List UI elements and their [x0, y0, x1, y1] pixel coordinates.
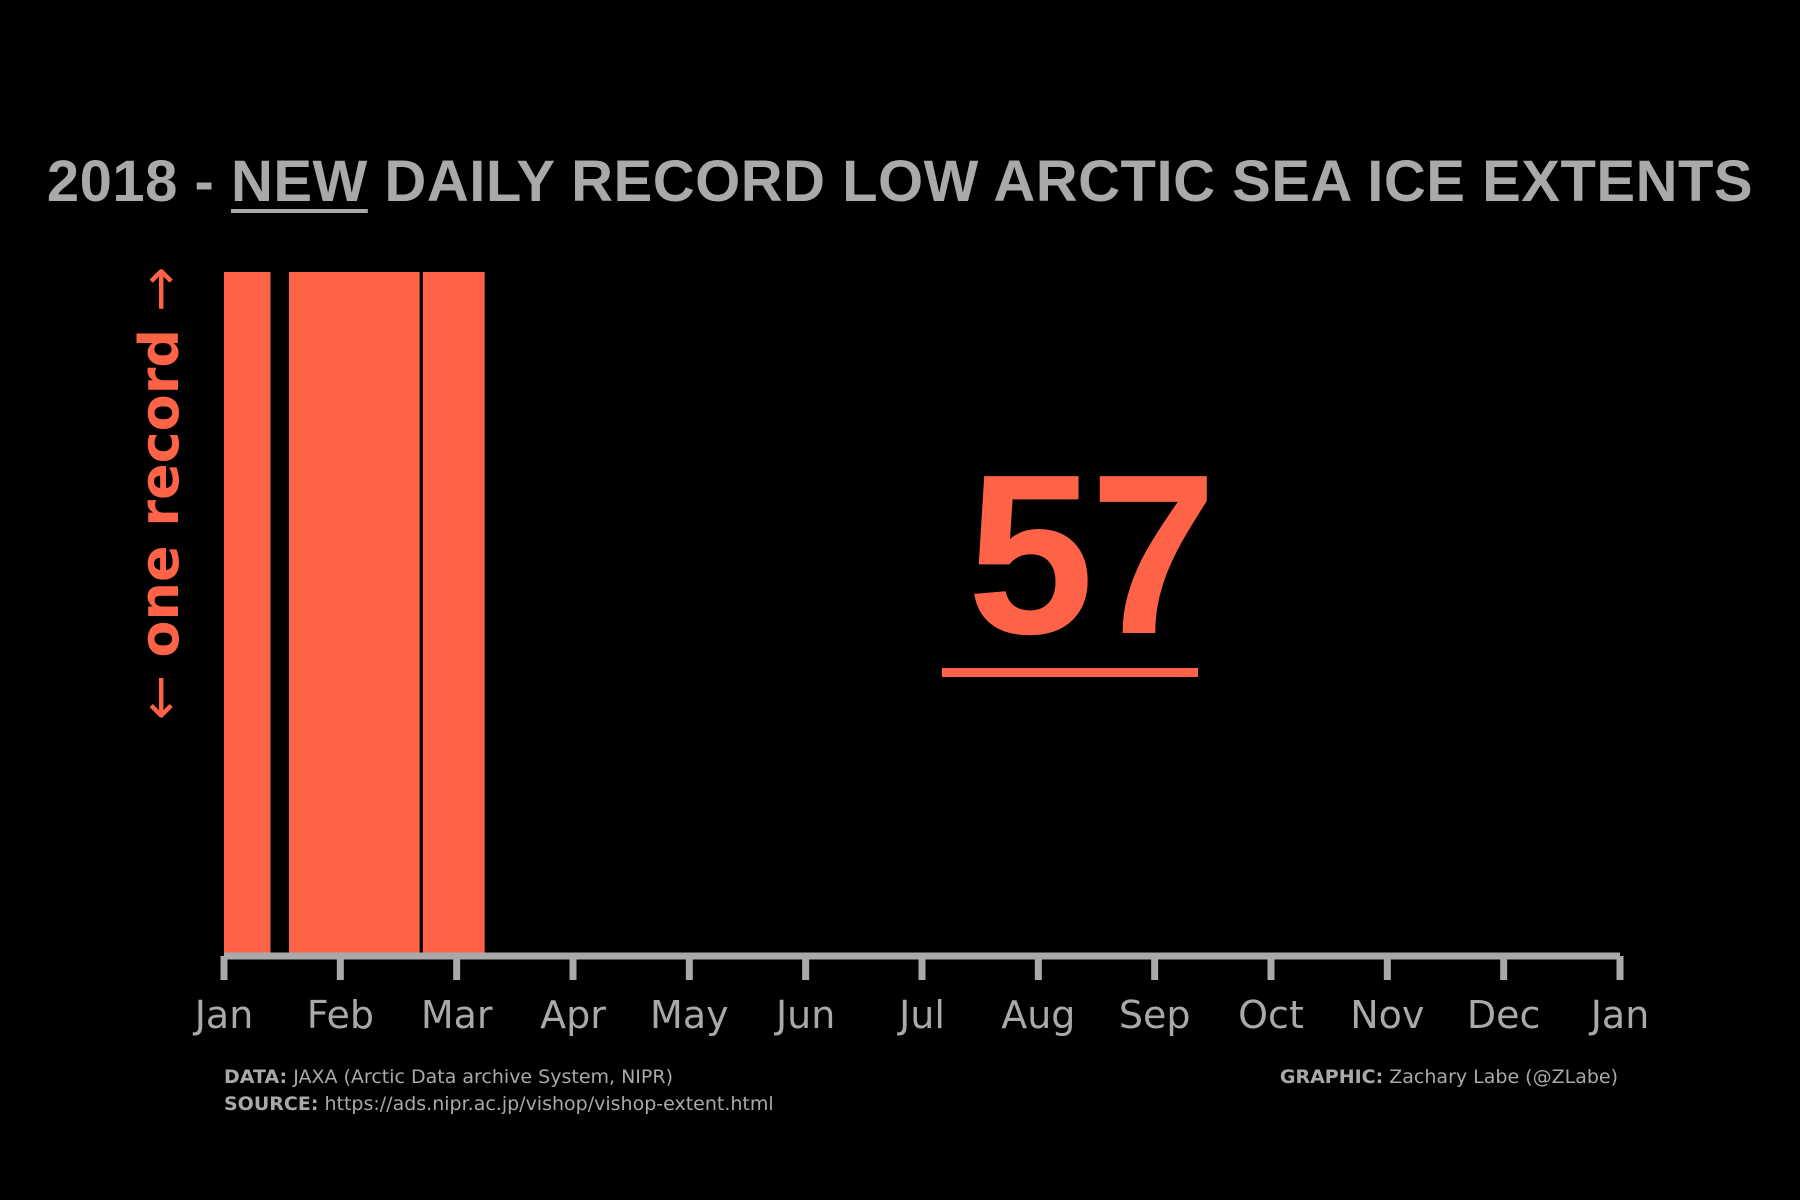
record-bar [258, 272, 263, 956]
record-bar [461, 272, 466, 956]
record-bar [342, 272, 347, 956]
x-tick-label: Aug [1001, 993, 1075, 1037]
record-bar [449, 272, 455, 956]
record-bar [315, 272, 321, 956]
record-bar [361, 272, 367, 956]
record-bar [392, 272, 397, 956]
record-bar [227, 272, 233, 956]
record-bar [476, 272, 481, 956]
record-bar [399, 272, 405, 956]
record-bar [472, 272, 478, 956]
record-bar [231, 272, 237, 956]
record-bar [300, 272, 305, 956]
y-axis-label: ← one record → [128, 267, 191, 720]
x-tick-label: Jan [1589, 993, 1650, 1037]
record-bar [292, 272, 298, 956]
record-count: 57 [967, 428, 1217, 682]
y-arrow-low: ← [128, 674, 191, 720]
x-tick-label: Feb [307, 993, 374, 1037]
record-bar [308, 272, 313, 956]
source-label: SOURCE: [224, 1093, 319, 1115]
footer-source: SOURCE: https://ads.nipr.ac.jp/vishop/vi… [224, 1093, 774, 1115]
record-bar [289, 272, 294, 956]
record-bar [266, 272, 271, 956]
x-tick-label: Jun [774, 993, 835, 1037]
record-bar [350, 272, 355, 956]
record-bar [445, 272, 451, 956]
source-value: https://ads.nipr.ac.jp/vishop/vishop-ext… [318, 1093, 774, 1115]
x-tick-label: Mar [421, 993, 493, 1037]
title-prefix: 2018 - [46, 149, 231, 214]
record-bar [338, 272, 344, 956]
record-bar [407, 272, 412, 956]
x-axis: Jan Feb Mar Apr May Jun Jul Aug Sep Oct Nov Dec Jan [193, 952, 1650, 1037]
record-bar [235, 272, 240, 956]
title-emphasis: NEW [230, 149, 368, 214]
record-bar [434, 272, 439, 956]
record-bar [396, 272, 401, 956]
record-bar [373, 272, 378, 956]
record-bar [411, 272, 416, 956]
x-tick-label: Nov [1350, 993, 1424, 1037]
record-bar [415, 272, 420, 956]
record-bar [262, 272, 267, 956]
record-bar [327, 272, 332, 956]
record-bar [453, 272, 458, 956]
data-label: DATA: [224, 1066, 288, 1088]
record-bar [319, 272, 325, 956]
record-bar [239, 272, 244, 956]
record-bar [426, 272, 432, 956]
record-bars [224, 272, 485, 956]
record-bar [304, 272, 309, 956]
record-bar [254, 272, 260, 956]
title-suffix: DAILY RECORD LOW ARCTIC SEA ICE EXTENTS [367, 149, 1754, 214]
record-bar [376, 272, 382, 956]
graphic-label: GRAPHIC: [1279, 1066, 1384, 1088]
x-tick-label: Dec [1467, 993, 1541, 1037]
record-bar [357, 272, 363, 956]
footer-graphic: GRAPHIC: Zachary Labe (@ZLabe) [1280, 1066, 1618, 1088]
record-bar [331, 272, 336, 956]
record-bar [296, 272, 302, 956]
record-bar [246, 272, 252, 956]
record-count-box: 57 [900, 440, 1280, 670]
record-bar [422, 272, 428, 956]
record-count-underline [942, 668, 1198, 677]
record-bar [380, 272, 386, 956]
x-tick-label: Apr [540, 993, 606, 1037]
footer-data: DATA: JAXA (Arctic Data archive System, … [224, 1066, 673, 1088]
record-bar [311, 272, 317, 956]
record-bar [365, 272, 370, 956]
graphic-value: Zachary Labe (@ZLabe) [1383, 1066, 1618, 1088]
record-bar [250, 272, 256, 956]
chart-title: 2018 - NEW DAILY RECORD LOW ARCTIC SEA I… [0, 148, 1800, 215]
record-bar [468, 272, 474, 956]
x-tick-label: Jan [193, 993, 254, 1037]
record-bar [346, 272, 351, 956]
x-tick-label: Oct [1238, 993, 1304, 1037]
record-bar [243, 272, 248, 956]
record-bar [403, 272, 409, 956]
record-bar [384, 272, 390, 956]
record-bar [334, 272, 340, 956]
record-bar [224, 272, 229, 956]
record-bar [430, 272, 435, 956]
record-bar [369, 272, 374, 956]
record-bar [464, 272, 470, 956]
y-label-text: one record [128, 328, 191, 658]
record-bar [354, 272, 359, 956]
record-bar [480, 272, 485, 956]
record-bar [442, 272, 447, 956]
data-value: JAXA (Arctic Data archive System, NIPR) [287, 1066, 673, 1088]
y-arrow-high: → [128, 266, 191, 312]
record-bar [457, 272, 462, 956]
x-tick-label: May [650, 993, 729, 1037]
x-tick-label: Sep [1119, 993, 1191, 1037]
record-bar [323, 272, 328, 956]
record-bar [438, 272, 443, 956]
x-tick-label: Jul [897, 993, 945, 1037]
record-bar [388, 272, 393, 956]
